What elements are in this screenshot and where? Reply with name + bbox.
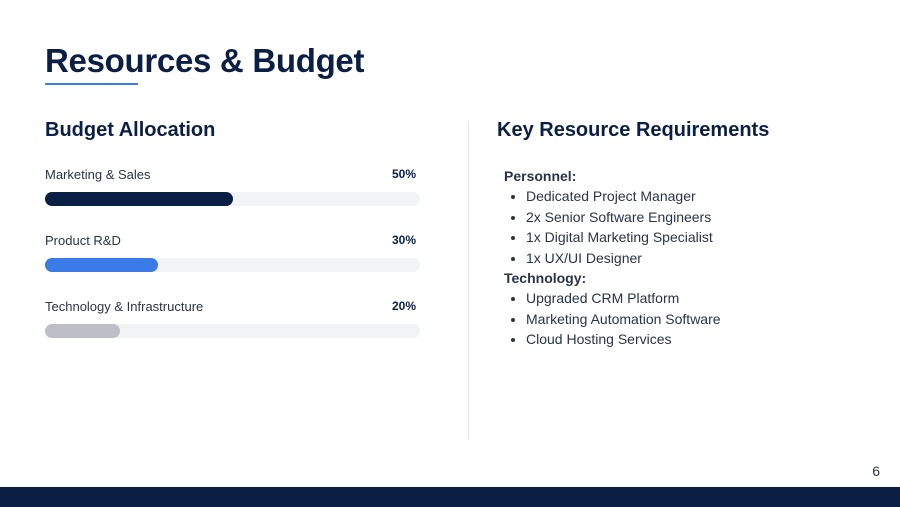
budget-label: Product R&D — [45, 233, 121, 248]
bullet-item: 1x UX/UI Designer — [526, 248, 864, 269]
bullet-list: Dedicated Project Manager2x Senior Softw… — [504, 186, 864, 268]
bullet-item: Dedicated Project Manager — [526, 186, 864, 207]
bullet-item: 1x Digital Marketing Specialist — [526, 227, 864, 248]
page-number: 6 — [872, 463, 880, 479]
budget-label: Marketing & Sales — [45, 167, 151, 182]
bar — [45, 258, 158, 272]
footer-bar — [0, 487, 900, 507]
budget-value: 20% — [391, 299, 416, 313]
budget-bars: Marketing & Sales 50% Product R&D 30% Techno… — [45, 167, 420, 365]
bar — [45, 192, 233, 206]
bullet-item: Upgraded CRM Platform — [526, 288, 864, 309]
budget-value: 50% — [391, 167, 416, 181]
title: Resources & Budget — [45, 42, 365, 79]
bar — [45, 324, 120, 338]
resource-list: Personnel: Dedicated Project Manager2x Se… — [504, 166, 864, 350]
bar-track — [45, 192, 420, 206]
budget-label: Technology & Infrastructure — [45, 299, 204, 314]
budget-item: Marketing & Sales 50% — [45, 167, 420, 233]
bullet-list: Upgraded CRM PlatformMarketing Automatio… — [504, 288, 864, 350]
divider — [468, 122, 469, 440]
group-title: Technology: — [504, 270, 587, 286]
bar-track — [45, 258, 420, 272]
budget-value: 30% — [391, 233, 416, 247]
title-underline — [45, 83, 138, 85]
section-heading: Budget Allocation — [45, 119, 216, 141]
bar-track — [45, 324, 420, 338]
bullet-item: Marketing Automation Software — [526, 309, 864, 330]
section-heading: Key Resource Requirements — [497, 119, 770, 141]
bullet-item: Cloud Hosting Services — [526, 329, 864, 350]
budget-item: Technology & Infrastructure 20% — [45, 299, 420, 365]
budget-item: Product R&D 30% — [45, 233, 420, 299]
bullet-item: 2x Senior Software Engineers — [526, 207, 864, 228]
group-title: Personnel: — [504, 168, 577, 184]
